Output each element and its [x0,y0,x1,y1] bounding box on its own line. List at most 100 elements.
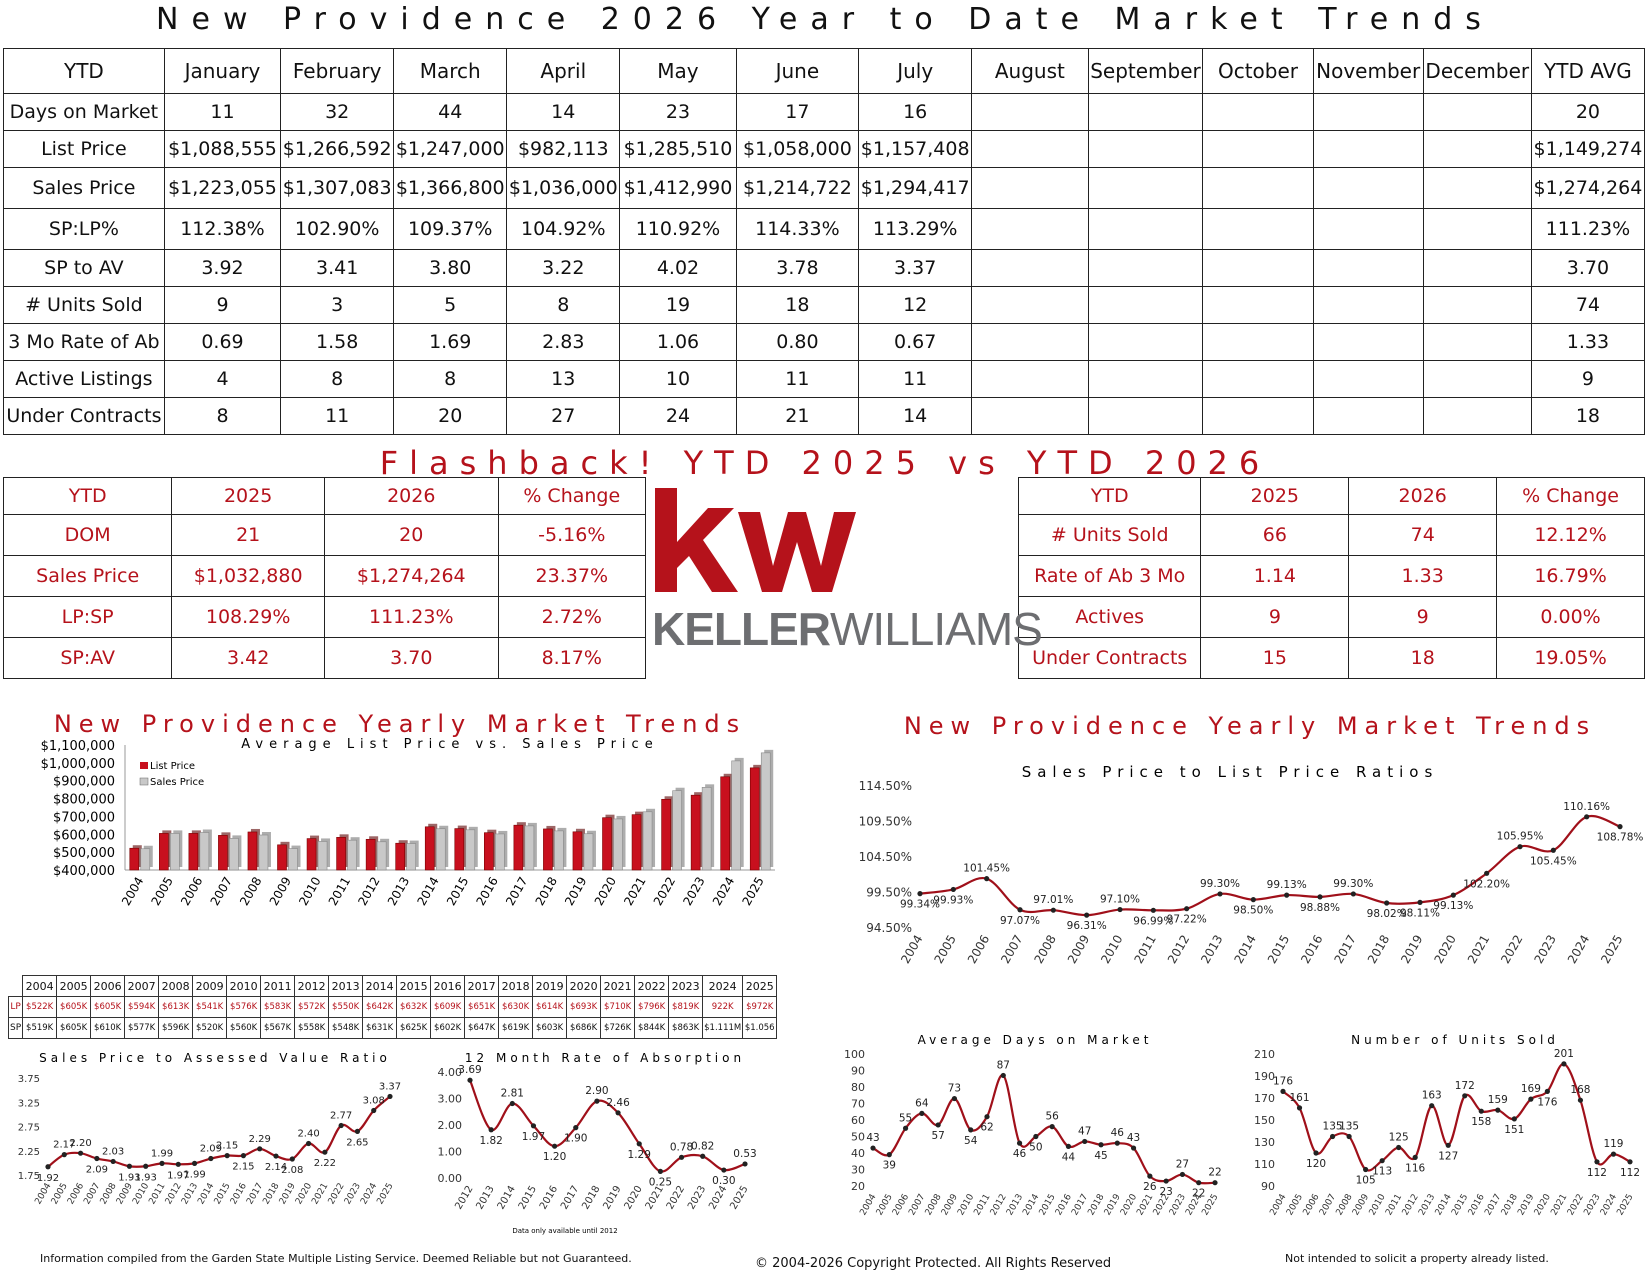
legend-sales: Sales Price [150,777,204,788]
footer-copyright: © 2004-2026 Copyright Protected. All Rig… [755,1256,1112,1271]
x-tick-label: 2024 [1565,933,1592,966]
series-line [872,1074,1216,1185]
data-label: 105 [1356,1175,1376,1187]
data-point [1017,907,1023,913]
data-label: 1.97 [522,1131,545,1143]
data-point [886,1152,892,1158]
data-label: 105.45% [1530,855,1577,867]
data-label: 99.34% [900,899,940,911]
x-tick-label: 2013 [385,875,412,908]
data-point [1184,906,1190,912]
row-label: SP:AV [2,637,173,679]
table-cell [1087,130,1204,168]
sales-price-bar [288,848,298,871]
table-cell: 11 [163,93,282,131]
flashback-row: DOM 21 20 -5.16% [2,514,647,556]
data-label: 113 [1372,1166,1392,1178]
x-tick-label: 2018 [580,1184,602,1212]
year-cell: 2021 [600,975,636,997]
year-cell: 2015 [396,975,432,997]
x-tick-label: 2004 [898,933,925,966]
data-label: 22 [1208,1167,1221,1179]
data-point [1296,1105,1303,1111]
sales-price-bar [495,833,505,871]
data-point [322,1149,328,1155]
data-point [45,1164,51,1170]
data-point [1065,1143,1072,1149]
data-point [1577,1097,1584,1103]
y-tick-label: 60 [851,1114,865,1127]
table-cell: 111.23% [1530,208,1646,250]
column-header: 2025 [171,477,325,515]
table-cell: 3.42 [171,637,325,679]
data-label: 2.65 [346,1137,368,1148]
table-cell [971,286,1089,324]
list-price-bar [306,838,317,871]
x-tick-label: 2020 [1432,933,1459,966]
table-cell: 108.29% [171,596,325,638]
table-cell: 113.29% [858,208,973,250]
column-header: June [735,48,860,94]
table-cell: 4 [163,360,282,398]
sp-value: $619K [498,1017,534,1039]
sales-price-bar [731,760,741,871]
x-tick-label: 2016 [538,1184,560,1212]
chart-title: Average List Price vs. Sales Price [241,737,658,752]
sales-price-bar [435,828,446,871]
data-point [1517,844,1523,850]
table-cell: 66 [1200,514,1350,556]
y-tick-label: $700,000 [53,810,115,825]
list-price-bar [277,844,287,871]
data-point [636,1141,642,1147]
row-label: Under Contracts [1017,637,1202,679]
x-tick-label: 2025 [739,875,766,908]
data-label: 161 [1290,1092,1310,1104]
year-cell: 2023 [668,975,704,997]
list-price-bar [395,842,405,871]
data-label: 98.02% [1367,908,1407,920]
column-header: February [280,48,395,94]
data-point [1317,894,1323,900]
data-point [467,1077,473,1083]
y-tick-label: 2.75 [18,1123,40,1134]
data-label: 1.82 [479,1135,502,1147]
table-cell: 19 [619,286,737,324]
data-point [1478,1108,1484,1114]
y-tick-label: 40 [851,1147,865,1160]
table-cell [971,208,1089,250]
list-price-bar [513,824,524,871]
data-point [387,1093,393,1100]
data-label: 54 [964,1135,978,1147]
row-label: LP:SP [2,596,173,638]
table-cell: $1,214,722 [735,167,860,209]
lp-value: 922K [702,996,744,1018]
year-cell: 2019 [532,975,568,997]
sales-price-bar [760,752,771,871]
table-cell [1202,360,1314,398]
table-cell [1087,167,1204,209]
list-price-bar [188,833,199,871]
column-header: October [1202,48,1314,94]
data-point [126,1163,133,1169]
data-label: 172 [1455,1080,1475,1092]
table-cell [971,249,1089,287]
sales-price-bar [347,839,357,871]
list-price-bar [572,831,583,871]
flashback-row: Actives 9 9 0.00% [1017,596,1645,638]
x-tick-label: 2019 [562,875,589,908]
flashback-left-table: YTD 2025 2026% Change DOM 21 20 -5.16% Sales Pr… [2,477,647,679]
data-label: 2.15 [232,1162,254,1173]
data-label: 2.09 [200,1144,222,1155]
table-cell: 18 [1530,397,1646,435]
table-cell [1202,323,1314,361]
sp-value: $558K [294,1017,330,1039]
data-label: 99.30% [1200,878,1240,890]
data-label: 0.78 [670,1141,693,1153]
data-point [371,1107,377,1114]
y-tick-label: $1,000,000 [41,757,115,772]
sp-av-ratio-chart: Sales Price to Assessed Value Ratio 1.75 2… [18,1051,401,1206]
data-point [1584,814,1590,820]
legend-swatch-sales [139,777,149,786]
y-tick-label: 99.50% [866,886,912,900]
data-label: 176 [1537,1096,1557,1108]
